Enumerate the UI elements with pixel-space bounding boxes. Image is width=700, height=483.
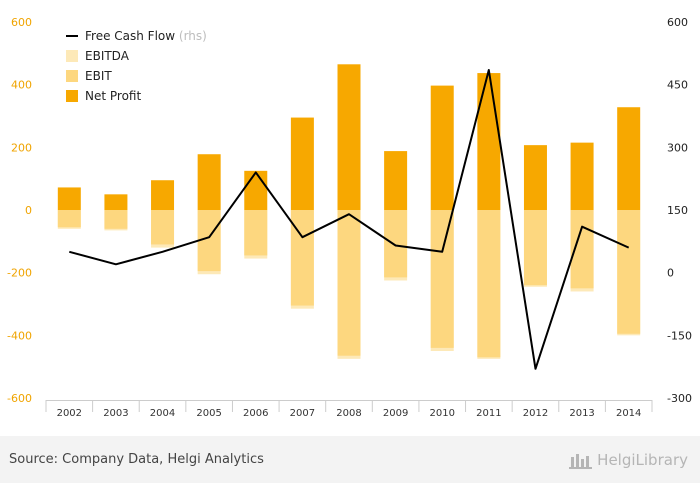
bar-ebit [384,210,408,278]
bar-ebit [57,210,81,228]
bar-net-profit [57,187,81,210]
x-tick-label: 2012 [523,408,548,419]
bar-ebit [430,210,454,348]
source-text: Source: Company Data, Helgi Analytics [9,452,264,467]
bar-ebit [337,210,361,356]
left-tick-label: 400 [11,79,32,92]
line-free-cash-flow [69,69,630,370]
left-tick-label: -400 [7,329,32,342]
x-tick-label: 2010 [430,408,455,419]
bar-ebit [617,210,641,334]
x-tick-label: 2011 [476,408,501,419]
x-tick-label: 2008 [336,408,361,419]
right-tick-label: 0 [667,267,674,280]
left-axis: 600 400 200 0 -200 -400 -600 [7,16,32,405]
legend-box-marker [66,50,78,62]
bar-net-profit [430,85,454,210]
chart: 600 400 200 0 -200 -400 -600 600 450 300 150 0 -150… [7,16,692,419]
bar-ebit [523,210,547,286]
bar-net-profit [244,170,268,210]
x-tick-label: 2007 [290,408,315,419]
x-tick-label: 2013 [569,408,594,419]
x-tick-label: 2009 [383,408,408,419]
legend-label: EBITDA [85,49,130,63]
right-tick-label: 300 [667,141,688,154]
logo-text: HelgiLibrary [597,451,688,469]
x-tick-label: 2002 [57,408,82,419]
x-tick-label: 2005 [196,408,221,419]
bar-ebit [104,210,128,229]
bar-net-profit [104,194,128,210]
legend-label: Free Cash Flow (rhs) [85,29,207,43]
left-tick-label: 0 [25,204,32,217]
helgi-library-logo: HelgiLibrary [569,451,688,469]
bar-net-profit [151,180,175,210]
bar-net-profit [617,107,641,210]
right-tick-label: -300 [667,392,692,405]
legend-box-marker [66,90,78,102]
legend-label: EBIT [85,69,112,83]
legend: Free Cash Flow (rhs) EBITDA EBIT Net Profit [66,29,207,103]
library-icon [569,454,593,469]
footer: Source: Company Data, Helgi Analytics He… [0,436,700,483]
x-tick-label: 2006 [243,408,268,419]
left-tick-label: 200 [11,141,32,154]
left-tick-label: 600 [11,16,32,29]
legend-box-marker [66,70,78,82]
x-tick-label: 2014 [616,408,641,419]
bar-ebit [197,210,221,272]
bar-ebit [244,210,268,256]
bar-net-profit [523,145,547,210]
bar-net-profit [570,142,594,210]
right-tick-label: -150 [667,329,692,342]
right-tick-label: 450 [667,79,688,92]
bar-net-profit [337,64,361,210]
bar-ebit [151,210,175,245]
bar-ebit [477,210,501,358]
legend-label: Net Profit [85,89,141,103]
plot-area [57,64,641,370]
right-axis: 600 450 300 150 0 -150 -300 [667,16,692,405]
left-tick-label: -600 [7,392,32,405]
x-tick-label: 2003 [103,408,128,419]
bar-net-profit [197,154,221,210]
legend-rhs-suffix: (rhs) [175,29,207,43]
x-tick-label: 2004 [150,408,175,419]
right-tick-label: 150 [667,204,688,217]
x-axis: 2002 2003 2004 2005 2006 2007 2008 2009 2010 2011… [45,400,653,419]
bar-net-profit [290,117,314,210]
right-tick-label: 600 [667,16,688,29]
bar-net-profit [384,151,408,210]
bar-net-profit [477,73,501,210]
left-tick-label: -200 [7,267,32,280]
